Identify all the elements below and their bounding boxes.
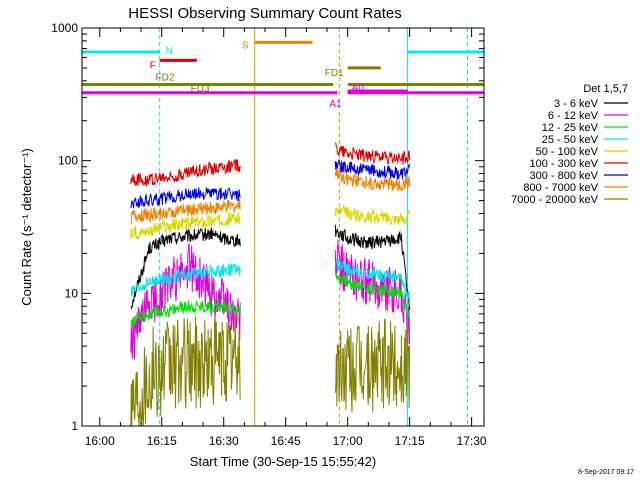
plot-frame: [81, 27, 485, 427]
x-tick-label-16-00: 16:00: [85, 434, 115, 448]
legend-label-3-6-kev: 3 - 6 keV: [554, 98, 599, 110]
flag-label-fd3: FD3: [191, 84, 210, 95]
series-line-300-800-kev: [130, 159, 411, 209]
flag-label-n: N: [166, 46, 173, 57]
y-tick-label-10: 10: [65, 286, 79, 300]
series-line-3-6-kev: [130, 224, 411, 311]
y-tick-label-1: 1: [71, 419, 78, 433]
series-line-25-50-kev: [130, 257, 411, 303]
legend-label-800-7000-kev: 800 - 7000 keV: [523, 182, 598, 194]
y-axis-label: Count Rate (s⁻¹ detector⁻¹): [19, 148, 34, 306]
x-axis-label: Start Time (30-Sep-15 15:55:42): [190, 454, 376, 469]
series-line-7000-20000-kev: [130, 314, 411, 427]
x-tick-label-16-15: 16:15: [147, 434, 177, 448]
series-line-50-100-kev: [130, 204, 411, 240]
flag-label-a1: A1: [329, 99, 342, 110]
legend-label-300-800-kev: 300 - 800 keV: [530, 170, 599, 182]
legend-label-25-50-kev: 25 - 50 keV: [542, 134, 599, 146]
x-tick-label-16-30: 16:30: [209, 434, 239, 448]
x-tick-label-17-00: 17:00: [333, 434, 363, 448]
legend-label-100-300-kev: 100 - 300 keV: [530, 158, 599, 170]
series-line-12-25-kev: [130, 271, 411, 328]
series-line-800-7000-kev: [130, 167, 411, 225]
axes: 16:00 16:15 16:30 16:45 17:00 17:15 17:30 1 10 10…: [51, 21, 487, 448]
y-tick-label-1000: 1000: [51, 21, 78, 35]
flag-label-fd1: FD1: [325, 68, 344, 79]
flag-label-s: S: [242, 40, 249, 51]
x-tick-label-17-30: 17:30: [457, 434, 487, 448]
timestamp-label: 8-Sep-2017 09:17: [578, 469, 634, 476]
flag-bars: NF S FD2 FD3 FD1 A0 A1: [82, 40, 484, 110]
legend-label-7000-20000-kev: 7000 - 20000 keV: [511, 194, 599, 206]
flag-label-a0: A0: [352, 83, 365, 94]
y-tick-label-100: 100: [58, 154, 78, 168]
chart-title: HESSI Observing Summary Count Rates: [128, 5, 401, 22]
flag-label-f: F: [150, 60, 156, 71]
series-line-100-300-kev: [130, 142, 411, 187]
flag-label-fd2: FD2: [156, 73, 175, 84]
legend-title: Det 1,5,7: [583, 83, 628, 95]
x-tick-label-17-15: 17:15: [395, 434, 425, 448]
x-tick-label-16-45: 16:45: [271, 434, 301, 448]
legend-label-6-12-kev: 6 - 12 keV: [548, 110, 599, 122]
legend-label-50-100-kev: 50 - 100 keV: [536, 146, 599, 158]
series-traces: [130, 142, 411, 427]
legend-label-12-25-kev: 12 - 25 keV: [542, 122, 599, 134]
